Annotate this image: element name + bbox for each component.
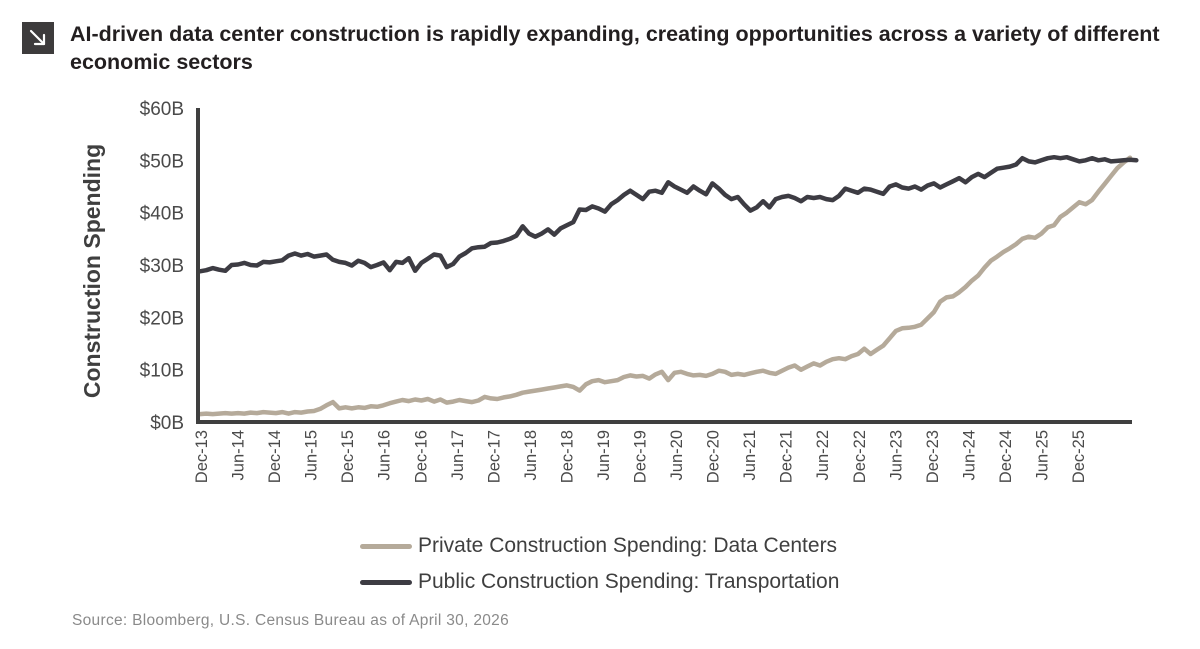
- x-tick-label: Dec-17: [485, 430, 503, 483]
- legend-swatch-transportation: [360, 579, 412, 585]
- legend-label-transportation: Public Construction Spending: Transporta…: [418, 570, 840, 593]
- x-tick-label: Jun-24: [960, 430, 978, 480]
- chart-title: AI-driven data center construction is ra…: [70, 22, 1160, 74]
- x-axis-ticks: Dec-13 Jun-14 Dec-14 Jun-15 Dec-15 Jun-16 Dec-…: [193, 430, 1088, 483]
- x-tick-label: Dec-14: [266, 430, 284, 483]
- x-tick-label: Dec-20: [705, 430, 723, 483]
- y-tick-label: $20B: [140, 308, 184, 329]
- source-note: Source: Bloomberg, U.S. Census Bureau as…: [72, 612, 509, 629]
- x-tick-label: Jun-22: [814, 430, 832, 480]
- x-tick-label: Jun-15: [303, 430, 321, 480]
- x-tick-label: Dec-15: [339, 430, 357, 483]
- header-badge: [22, 22, 54, 54]
- x-tick-label: Dec-25: [1070, 430, 1088, 483]
- y-tick-label: $40B: [140, 204, 184, 225]
- x-tick-label: Jun-16: [376, 430, 394, 480]
- x-tick-label: Jun-17: [449, 430, 467, 480]
- x-tick-label: Dec-21: [778, 430, 796, 483]
- x-tick-label: Jun-25: [1034, 430, 1052, 480]
- x-tick-label: Dec-18: [558, 430, 576, 483]
- legend-item-data-centers: Private Construction Spending: Data Cent…: [360, 528, 839, 564]
- x-tick-label: Jun-19: [595, 430, 613, 480]
- series-line-data-centers: [197, 155, 1133, 417]
- y-tick-label: $50B: [140, 151, 184, 172]
- x-tick-label: Dec-16: [412, 430, 430, 483]
- x-tick-label: Dec-13: [193, 430, 211, 483]
- x-tick-label: Jun-14: [230, 430, 248, 480]
- y-tick-label: $30B: [140, 256, 184, 277]
- x-tick-label: Jun-18: [522, 430, 540, 480]
- series-lines: [197, 154, 1139, 417]
- legend-item-transportation: Public Construction Spending: Transporta…: [360, 564, 839, 600]
- x-tick-label: Jun-20: [668, 430, 686, 480]
- y-tick-label: $60B: [140, 99, 184, 120]
- x-tick-label: Dec-19: [632, 430, 650, 483]
- legend-swatch-data-centers: [360, 543, 412, 549]
- y-tick-label: $10B: [140, 361, 184, 382]
- legend-label-data-centers: Private Construction Spending: Data Cent…: [418, 534, 838, 557]
- series-line-transportation: [197, 154, 1139, 274]
- x-tick-label: Dec-23: [924, 430, 942, 483]
- legend: Private Construction Spending: Data Cent…: [360, 528, 839, 600]
- x-tick-label: Dec-24: [997, 430, 1015, 483]
- y-axis-ticks: $0B $10B $20B $30B $40B $50B $60B: [140, 99, 184, 434]
- x-tick-label: Jun-21: [741, 430, 759, 480]
- y-tick-label: $0B: [150, 413, 184, 434]
- arrow-down-right-icon: [29, 29, 46, 46]
- y-axis-label: Construction Spending: [79, 144, 105, 398]
- x-tick-label: Jun-23: [887, 430, 905, 480]
- x-tick-label: Dec-22: [851, 430, 869, 483]
